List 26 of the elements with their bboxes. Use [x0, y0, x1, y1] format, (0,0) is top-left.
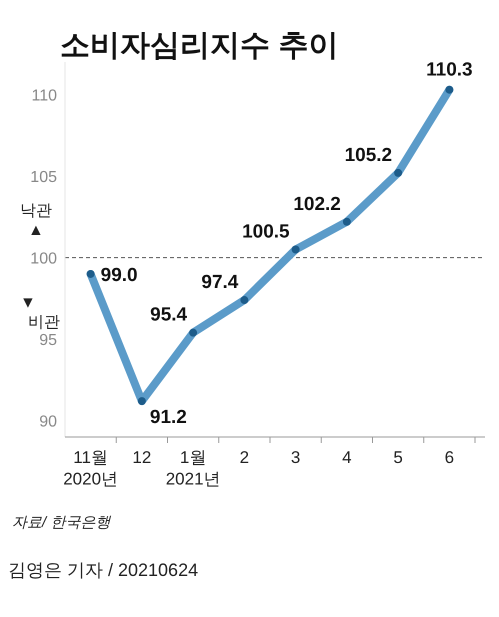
data-label: 99.0: [100, 264, 138, 286]
data-label: 110.3: [426, 60, 473, 81]
x-tick-label: 5: [393, 448, 403, 467]
data-label: 97.4: [201, 272, 239, 294]
text: 낙관 ▲: [20, 202, 52, 239]
x-tick-label: 1월 2021년: [166, 448, 221, 488]
data-label: 100.5: [242, 222, 290, 242]
x-tick-label: 4: [342, 448, 352, 467]
y-tick-label: 100: [30, 250, 58, 268]
data-label: 95.4: [150, 304, 188, 326]
chart-title: 소비자심리지수 추이: [60, 29, 338, 62]
x-tick-label: 6: [444, 448, 454, 467]
x-tick-label: 12: [132, 448, 152, 467]
data-label: 102.2: [293, 194, 341, 215]
x-tick-label: 3: [290, 448, 300, 467]
text: 자료/ 한국은행: [12, 514, 112, 531]
data-label: 91.2: [150, 407, 187, 428]
x-tick-label: 2: [240, 448, 250, 467]
text: ▼ 비관: [20, 294, 60, 331]
x-tick-label: 11월 2020년: [63, 448, 118, 488]
y-tick-label: 90: [39, 414, 58, 431]
y-tick-label: 95: [39, 332, 58, 350]
data-label: 105.2: [344, 144, 392, 166]
y-tick-label: 110: [31, 88, 58, 105]
y-tick-label: 105: [30, 169, 58, 186]
text: 김영은 기자 / 20210624: [8, 560, 198, 580]
